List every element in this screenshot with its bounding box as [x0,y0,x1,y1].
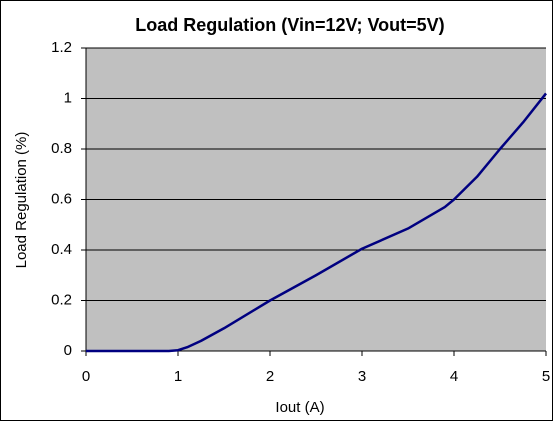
y-tick-label: 1 [64,89,72,106]
x-tick-label: 0 [82,368,90,385]
x-axis-label: Iout (A) [275,399,324,416]
y-axis-label: Load Regulation (%) [13,132,30,269]
y-tick-label: 0 [64,342,72,359]
y-tick-label: 0.8 [51,140,72,157]
data-line [86,92,547,353]
x-tick-label: 5 [542,368,550,385]
y-tick-label: 1.2 [51,39,72,56]
x-tick-label: 2 [266,368,274,385]
x-tick-label: 4 [450,368,458,385]
x-tick-label: 3 [358,368,366,385]
chart-title: Load Regulation (Vin=12V; Vout=5V) [135,15,444,35]
y-tick-label: 0.6 [51,190,72,207]
x-tick-label: 1 [174,368,182,385]
y-tick-label: 0.2 [51,291,72,308]
y-tick-label: 0.4 [51,241,72,258]
